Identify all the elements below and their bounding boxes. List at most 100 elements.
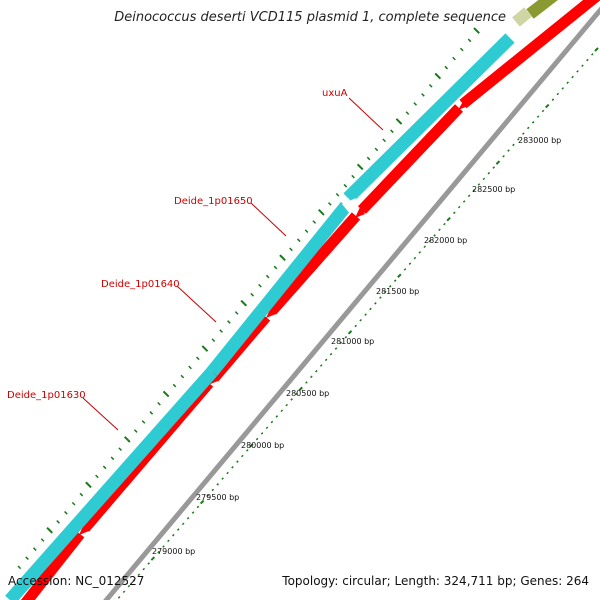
ruler-tick (157, 550, 160, 554)
outer-tick (162, 390, 170, 398)
outer-tick (149, 411, 154, 415)
outer-tick (374, 147, 379, 152)
outer-tick (32, 547, 37, 551)
ruler-tick (443, 222, 446, 226)
ruler-tick (347, 330, 353, 335)
gene-label-uxuA[interactable]: uxuA (322, 88, 348, 99)
ruler-tick (369, 307, 372, 311)
ruler-tick (181, 522, 185, 526)
outer-tick (296, 238, 301, 243)
ruler-tick (132, 579, 136, 582)
gene-arrowhead (458, 98, 468, 110)
ruler-tick (495, 160, 501, 165)
outer-tick (473, 27, 480, 34)
ruler-tick (137, 573, 141, 577)
reverse-gene-segment[interactable] (20, 530, 85, 600)
ruler-tick (236, 460, 239, 463)
ruler-tick (561, 87, 565, 90)
ruler-tick (344, 335, 348, 339)
ruler-tick (319, 364, 323, 367)
outer-tick (444, 65, 449, 70)
ruler-tick (211, 488, 215, 492)
ruler-tick (536, 115, 540, 118)
ruler-tick (374, 302, 377, 305)
outer-tick (395, 118, 403, 125)
ruler-tick (462, 200, 466, 203)
ruler-tick (260, 432, 264, 435)
outer-tick (110, 456, 115, 461)
ruler-tick (591, 53, 594, 56)
ruler-tick (397, 273, 402, 278)
ruler-tick (191, 511, 195, 514)
outer-tick (335, 192, 340, 197)
forward-gene-segment[interactable] (5, 367, 217, 600)
reverse-gene-segment[interactable] (358, 104, 463, 214)
ruler-tick (221, 477, 224, 480)
ruler-label: 280500 bp (286, 389, 329, 398)
ruler-tick (446, 216, 451, 222)
ruler-tick (522, 132, 525, 135)
outer-tick (46, 526, 53, 534)
outer-tick (71, 501, 76, 506)
gene-label-deide-1p01650[interactable]: Deide_1p01650 (174, 196, 253, 207)
ruler-tick (502, 154, 505, 158)
outer-tick (123, 436, 131, 443)
ruler-tick (249, 443, 254, 448)
outer-tick (172, 383, 177, 388)
outer-tick (240, 299, 248, 307)
ruler-tick (324, 358, 328, 362)
reverse-gene-segment[interactable] (267, 212, 361, 315)
outer-tick (196, 356, 200, 361)
ruler-tick (354, 324, 357, 328)
reverse-gene-segment[interactable] (459, 0, 600, 109)
forward-strand-track (5, 33, 515, 600)
ruler-tick (413, 256, 417, 260)
ruler-tick (305, 381, 308, 384)
gene-label-deide-1p01640[interactable]: Deide_1p01640 (101, 279, 180, 290)
outer-tick-marks (17, 27, 480, 570)
ruler-tick (556, 92, 560, 96)
ruler-tick (199, 499, 205, 505)
ruler-tick (196, 505, 200, 509)
top-feature-highlight (512, 7, 532, 27)
outer-tick (327, 202, 332, 206)
outer-tick (265, 274, 270, 279)
top-feature[interactable] (526, 0, 600, 19)
label-leader-line (250, 202, 287, 237)
outer-tick (201, 345, 209, 352)
ruler-tick (428, 239, 431, 243)
label-leader-line (82, 397, 119, 431)
outer-tick (211, 338, 216, 343)
forward-gene-segment[interactable] (206, 201, 352, 377)
gene-arrowhead (79, 522, 89, 535)
outer-tick (234, 311, 239, 315)
outer-tick (413, 102, 418, 106)
ruler-tick (581, 64, 584, 68)
ruler-label: 283000 bp (518, 136, 561, 145)
ruler-label: 279500 bp (196, 493, 239, 502)
ruler-tick (403, 268, 407, 271)
ruler-tick (127, 584, 131, 588)
gene-label-group: uxuA Deide_1p01650 Deide_1p01640 Deide_1… (7, 88, 384, 431)
outer-tick (85, 481, 92, 489)
outer-tick (157, 401, 161, 406)
outer-tick (250, 292, 255, 297)
outer-tick (227, 320, 231, 324)
ruler-label: 281500 bp (376, 287, 419, 296)
outer-tick (356, 163, 364, 171)
ruler-tick (167, 539, 170, 543)
ruler-tick (216, 483, 219, 486)
forward-gene-segment[interactable] (343, 33, 515, 203)
outer-tick (40, 538, 45, 542)
outer-tick (79, 492, 84, 497)
gene-label-deide-1p01630[interactable]: Deide_1p01630 (7, 390, 86, 401)
ruler-tick (339, 341, 343, 345)
outer-tick (273, 265, 278, 270)
ruler-tick (290, 398, 293, 401)
map-title: Deinococcus deserti VCD115 plasmid 1, co… (114, 10, 506, 25)
ruler-tick (241, 454, 244, 458)
ruler-tick (457, 205, 461, 209)
ruler-tick (275, 415, 279, 418)
ruler-tick (544, 103, 550, 109)
ruler-tick (379, 296, 382, 299)
